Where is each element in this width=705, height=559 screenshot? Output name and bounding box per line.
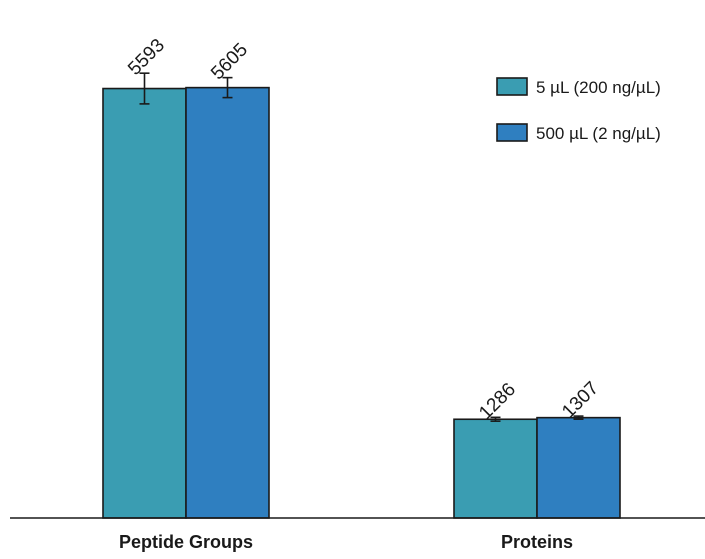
error-bar-proteins-series-0 [490, 416, 501, 422]
legend-item-series-0: 5 µL (200 ng/µL) [496, 77, 661, 97]
bars-layer [102, 86, 621, 519]
category-labels-layer: Peptide Groups Proteins [119, 532, 573, 552]
legend-label: 500 µL (2 ng/µL) [536, 124, 661, 143]
bar-peptide-groups-series-1 [185, 86, 270, 519]
error-bars-layer [139, 72, 584, 422]
bar-proteins-series-0 [453, 418, 538, 519]
error-bar-peptide-groups-series-0 [139, 72, 150, 105]
legend-swatch [496, 77, 528, 96]
category-label-proteins: Proteins [501, 532, 573, 552]
legend-swatch [496, 123, 528, 142]
legend-label: 5 µL (200 ng/µL) [536, 78, 661, 97]
category-label-peptide-groups: Peptide Groups [119, 532, 253, 552]
error-bar-proteins-series-1 [573, 415, 584, 420]
legend-item-series-1: 500 µL (2 ng/µL) [496, 123, 661, 143]
error-bar-peptide-groups-series-1 [222, 76, 233, 99]
bar-peptide-groups-series-0 [102, 87, 187, 519]
bar-proteins-series-1 [536, 416, 621, 519]
legend: 5 µL (200 ng/µL) 500 µL (2 ng/µL) [496, 77, 661, 143]
